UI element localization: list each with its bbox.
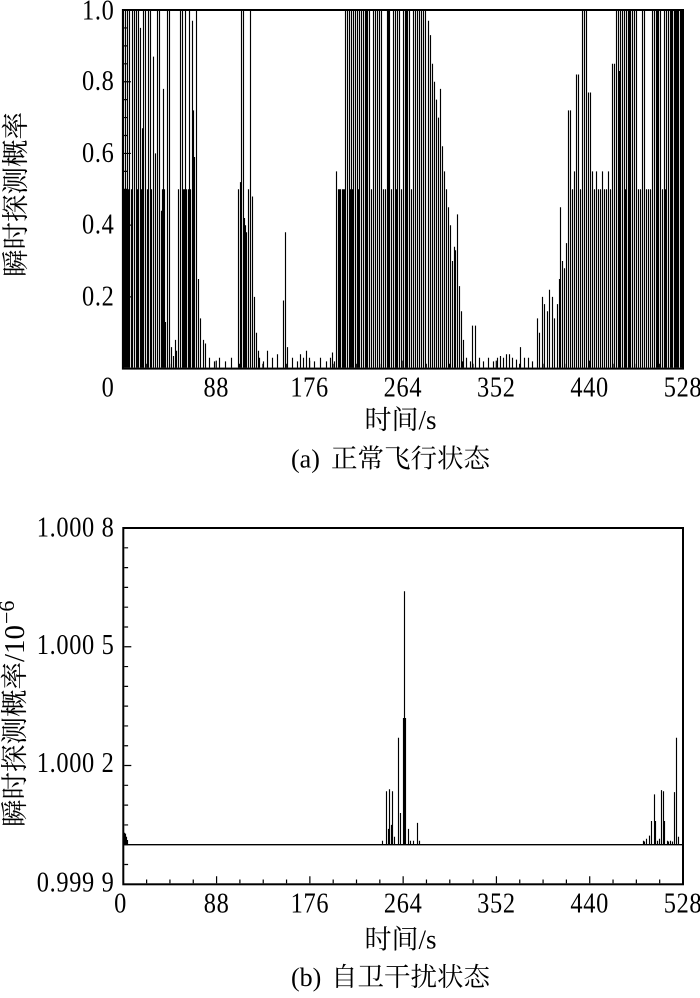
svg-text:352: 352	[477, 371, 516, 403]
svg-text:88: 88	[203, 371, 229, 403]
svg-text:/10: /10	[0, 625, 31, 662]
svg-text:−6: −6	[0, 601, 19, 624]
svg-text:528: 528	[664, 371, 700, 403]
svg-text:1.0: 1.0	[82, 0, 114, 26]
svg-text:0.6: 0.6	[82, 136, 114, 168]
svg-text:176: 176	[291, 887, 330, 919]
svg-text:264: 264	[384, 371, 423, 403]
svg-text:0: 0	[102, 371, 115, 403]
svg-text:88: 88	[204, 887, 230, 919]
svg-text:(b): (b)	[291, 963, 321, 992]
svg-text:176: 176	[290, 371, 329, 403]
svg-text:440: 440	[570, 371, 609, 403]
svg-text:0.8: 0.8	[82, 64, 114, 96]
svg-text:264: 264	[384, 887, 423, 919]
svg-text:1.000 2: 1.000 2	[37, 746, 115, 778]
svg-text:440: 440	[570, 887, 609, 919]
svg-text:352: 352	[477, 887, 516, 919]
svg-text:/s: /s	[419, 405, 437, 435]
svg-text:528: 528	[664, 887, 700, 919]
svg-text:1.000 5: 1.000 5	[37, 628, 115, 660]
svg-text:0.2: 0.2	[82, 279, 114, 311]
svg-text:0: 0	[114, 887, 127, 919]
svg-text:/s: /s	[419, 925, 437, 955]
svg-text:0.4: 0.4	[82, 208, 114, 240]
svg-text:1.000 8: 1.000 8	[37, 510, 115, 542]
svg-text:(a): (a)	[291, 445, 320, 474]
svg-text:0.999 9: 0.999 9	[37, 866, 115, 898]
